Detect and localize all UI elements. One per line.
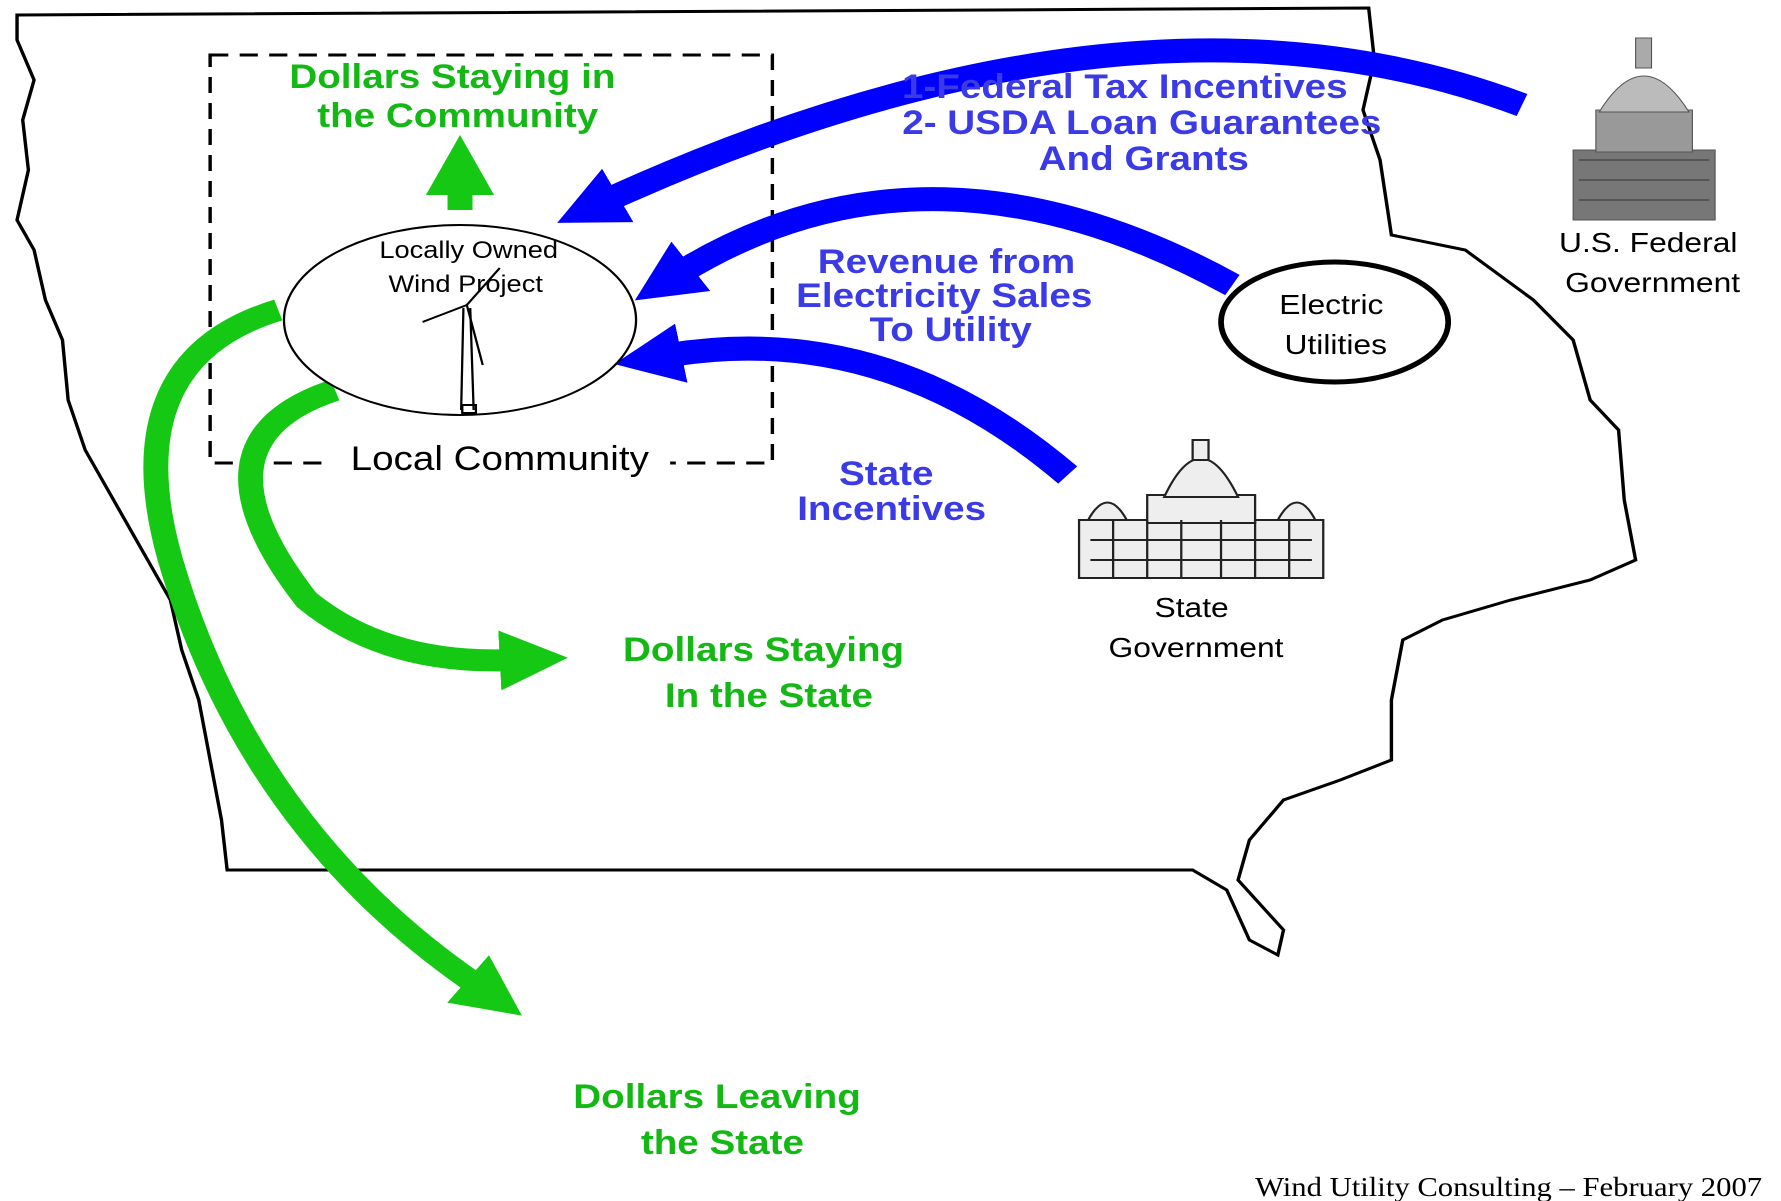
state-incentives-label: State Incentives — [797, 454, 986, 527]
leaving-dollars-label: Dollars Leaving the State — [573, 1077, 871, 1161]
text-line: Revenue from — [818, 242, 1075, 280]
turbine — [422, 267, 501, 414]
label-bg — [323, 440, 671, 484]
wind-project-label: Locally Owned Wind Project — [379, 237, 565, 297]
text-line: U.S. Federal — [1559, 228, 1737, 259]
text-line: Dollars Staying in — [289, 57, 615, 95]
text-line: State — [839, 454, 933, 492]
text-line: Dollars Leaving — [573, 1077, 861, 1115]
state-arrow — [614, 323, 1078, 484]
electric-utilities-label: Electric Utilities — [1279, 290, 1392, 361]
text-line: Locally Owned — [379, 237, 558, 263]
text-line: And Grants — [1039, 139, 1249, 177]
text-line: Utilities — [1285, 330, 1387, 361]
text-line: Incentives — [797, 489, 986, 527]
state-dollars-label: Dollars Staying In the State — [623, 630, 915, 714]
in-state-arrow — [238, 379, 568, 691]
federal-government-label: U.S. Federal Government — [1559, 228, 1746, 299]
text-line: 2- USDA Loan Guarantees — [902, 103, 1381, 141]
text-line: To Utility — [870, 310, 1033, 348]
community-dollars-label: Dollars Staying in the Community — [289, 57, 626, 134]
text-line: the State — [641, 1123, 804, 1161]
text-line: State — [1154, 593, 1228, 624]
local-community-label: Local Community — [351, 439, 650, 477]
state-capitol — [1077, 439, 1325, 579]
leaving-arrow — [143, 299, 522, 1016]
text-line: Dollars Staying — [623, 630, 904, 668]
utility-arrow — [634, 187, 1240, 301]
text-line: In the State — [665, 676, 873, 714]
federal-incentives-label: 1-Federal Tax Incentives 2- USDA Loan Gu… — [902, 67, 1392, 177]
text-line: Government — [1565, 268, 1741, 299]
wind-project — [282, 224, 638, 416]
footer: Wind Utility Consulting – February 2007 — [1255, 1173, 1762, 1201]
text-line: Government — [1109, 633, 1285, 664]
text-line: 1-Federal Tax Incentives — [902, 67, 1348, 105]
text-line: Electric — [1279, 290, 1383, 321]
federal-capitol — [1572, 37, 1716, 221]
electricity-revenue-label: Revenue from Electricity Sales To Utilit… — [796, 242, 1103, 348]
electric-utilities — [1218, 259, 1452, 385]
federal-arrow — [557, 38, 1528, 223]
text-line: the Community — [317, 96, 599, 134]
state-outline — [15, 6, 1638, 958]
text-line: Electricity Sales — [796, 276, 1092, 314]
text-line: Wind Project — [388, 271, 542, 297]
state-government-label: State Government — [1109, 593, 1285, 664]
